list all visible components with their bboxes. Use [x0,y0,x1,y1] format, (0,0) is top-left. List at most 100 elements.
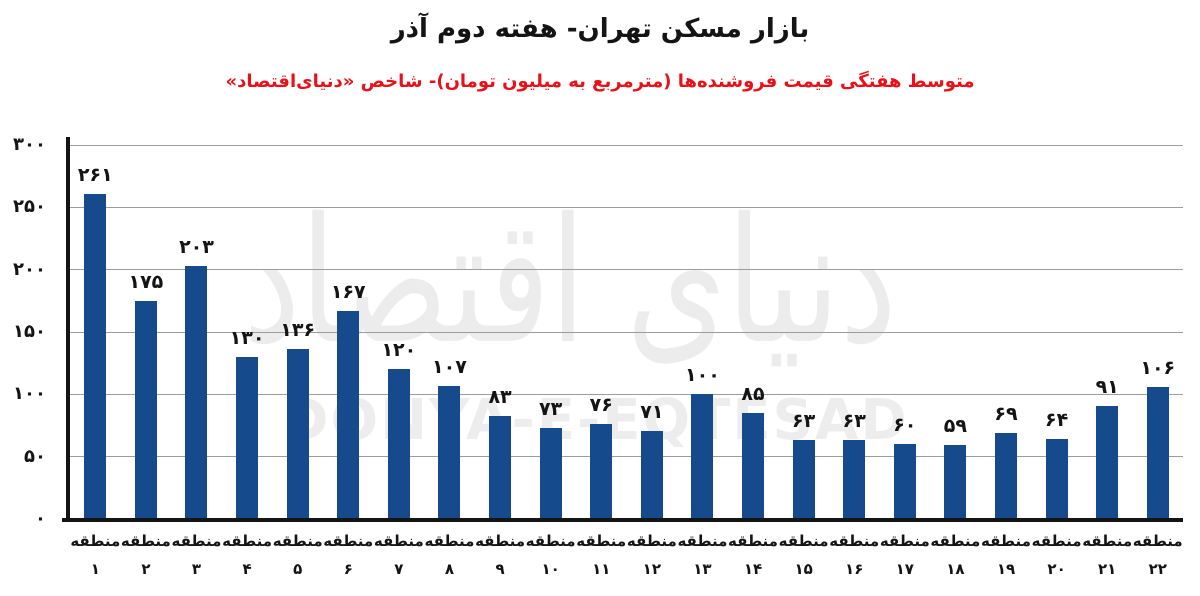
bar-value-label-region-5: ۱۳۶ [280,319,316,342]
x-axis-label-region-10: منطقه ۱۰ [525,531,576,579]
gridline-50 [70,456,1183,458]
bar-region-11 [590,424,613,519]
x-label-number: ۱۷ [895,560,914,578]
x-label-number: ۱۸ [946,560,965,578]
bar-value-label-region-11: ۷۶ [589,394,613,417]
x-label-word: منطقه [778,532,829,550]
x-label-word: منطقه [120,532,171,550]
bar-slot-region-16: ۶۳ [829,145,880,519]
bar-region-9 [489,415,512,519]
y-tick-label-150: ۱۵۰ [13,321,46,342]
bar-value-label-region-18: ۵۹ [943,415,967,438]
bar-slot-region-3: ۲۰۳ [171,145,222,519]
bar-slot-region-14: ۸۵ [728,145,779,519]
bar-value-label-region-2: ۱۷۵ [128,270,164,293]
bar-value-label-region-12: ۷۱ [640,400,664,423]
bar-slot-region-12: ۷۱ [627,145,678,519]
bar-slot-region-6: ۱۶۷ [323,145,374,519]
x-label-word: منطقه [1082,532,1133,550]
bar-value-label-region-7: ۱۲۰ [381,339,417,362]
bars-container: ۲۶۱ ۱۷۵ ۲۰۳ ۱۳۰ ۱۳۶ ۱۶۷ ۱۲۰ ۱۰۷ ۸۳ ۷۳ ۷۶ ۷۱ ۱۰۰ ۸۵ ۶۳ ۶… [70,145,1183,519]
x-axis-label-region-20: منطقه ۲۰ [1031,531,1082,579]
gridline-150 [70,331,1183,333]
x-label-word: منطقه [728,532,778,550]
bar-region-2 [134,300,157,519]
x-axis-label-region-9: منطقه ۹ [475,531,526,579]
x-axis-label-region-4: منطقه ۴ [222,531,273,579]
y-axis-line [66,137,70,522]
x-label-number: ۵ [293,560,303,578]
x-label-number: ۲۲ [1148,560,1167,578]
bar-region-10 [539,428,562,519]
plot-area: ۲۶۱ ۱۷۵ ۲۰۳ ۱۳۰ ۱۳۶ ۱۶۷ ۱۲۰ ۱۰۷ ۸۳ ۷۳ ۷۶ ۷۱ ۱۰۰ ۸۵ ۶۳ ۶… [62,137,1183,522]
bar-region-12 [640,430,663,519]
x-label-number: ۴ [242,560,252,578]
chart-title: بازار مسکن تهران- هفته دوم آذر [390,14,810,44]
x-label-number: ۱۱ [592,560,611,578]
y-tick-label-100: ۱۰۰ [13,383,46,405]
x-label-word: منطقه [222,532,273,550]
x-label-number: ۸ [444,560,455,578]
bar-region-19 [994,432,1017,519]
x-axis-label-region-3: منطقه ۳ [171,531,222,579]
bar-slot-region-7: ۱۲۰ [374,145,425,519]
bar-slot-region-15: ۶۳ [778,145,829,519]
x-label-number: ۹ [495,560,505,578]
x-axis-label-region-12: منطقه ۱۲ [627,531,678,579]
bar-region-16 [843,440,866,519]
x-axis-label-region-22: منطقه ۲۲ [1132,531,1183,579]
bar-region-18 [944,445,967,519]
bar-slot-region-1: ۲۶۱ [70,145,121,519]
x-label-word: منطقه [475,532,525,550]
x-label-number: ۱۵ [794,560,813,578]
bar-value-label-region-22: ۱۰۶ [1140,356,1176,379]
x-label-number: ۶ [343,560,353,578]
x-label-word: منطقه [677,532,728,550]
bar-value-label-region-21: ۹۱ [1095,375,1119,398]
x-label-word: منطقه [1132,532,1183,550]
x-label-number: ۱ [90,560,100,578]
bar-value-label-region-16: ۶۳ [842,410,866,433]
y-axis-labels: ۰ ۵۰ ۱۰۰ ۱۵۰ ۲۰۰ ۲۵۰ ۳۰۰ [0,134,56,529]
x-label-word: منطقه [70,532,121,550]
x-label-word: منطقه [626,532,677,550]
x-axis-labels: منطقه ۱ منطقه ۲ منطقه ۳ منطقه ۴ منطقه ۵ منطقه ۶ منطق… [70,531,1183,579]
bar-slot-region-17: ۶۰ [880,145,931,519]
x-label-word: منطقه [1031,532,1082,550]
x-label-word: منطقه [576,532,627,550]
bar-region-22 [1146,386,1169,519]
bar-region-13 [691,394,714,519]
bar-value-label-region-19: ۶۹ [994,402,1018,425]
x-label-word: منطقه [829,532,880,550]
bar-region-6 [337,310,360,519]
x-axis-label-region-8: منطقه ۸ [424,531,475,579]
x-label-word: منطقه [525,532,576,550]
gridline-100 [70,393,1183,395]
x-label-word: منطقه [323,532,374,550]
bar-value-label-region-20: ۶۴ [1044,409,1069,432]
x-label-word: منطقه [424,532,475,550]
bar-region-14 [742,413,765,519]
bar-slot-region-18: ۵۹ [930,145,981,519]
bar-value-label-region-17: ۶۰ [893,414,917,437]
x-label-number: ۱۰ [541,560,560,578]
x-axis-label-region-13: منطقه ۱۳ [677,531,728,579]
x-axis-label-region-5: منطقه ۵ [272,531,323,579]
x-label-number: ۱۶ [845,560,864,578]
bar-value-label-region-10: ۷۳ [539,398,563,420]
bar-value-label-region-9: ۸۳ [488,385,512,408]
bar-slot-region-11: ۷۶ [576,145,627,519]
bar-slot-region-19: ۶۹ [981,145,1032,519]
x-axis-label-region-19: منطقه ۱۹ [981,531,1032,579]
bar-value-label-region-3: ۲۰۳ [179,235,214,258]
x-label-word: منطقه [272,532,323,550]
x-label-word: منطقه [930,532,981,550]
bar-value-label-region-15: ۶۳ [792,410,816,433]
x-axis-line [62,518,1183,522]
x-label-word: منطقه [373,532,424,550]
y-tick-label-200: ۲۰۰ [13,258,46,280]
x-label-number: ۲۰ [1047,560,1066,578]
bar-region-8 [438,385,461,519]
bar-region-4 [236,356,259,519]
